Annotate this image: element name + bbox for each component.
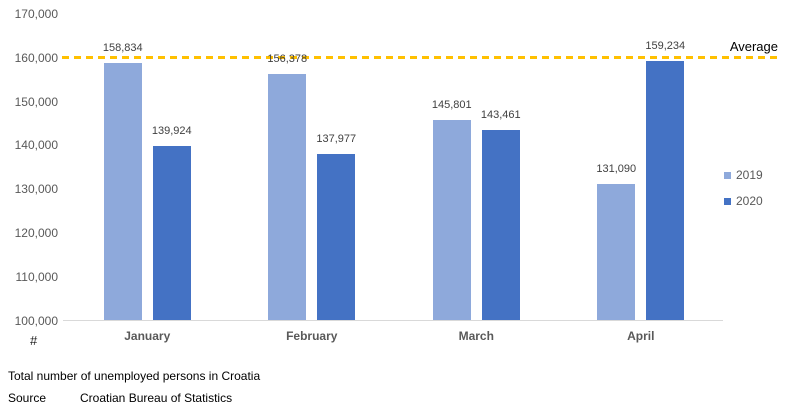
source-label: Source <box>8 391 47 405</box>
data-label-2019-february: 156,378 <box>267 52 308 65</box>
source-value: Croatian Bureau of Statistics <box>80 391 233 405</box>
source-row: Source Croatian Bureau of Statistics <box>8 391 232 405</box>
average-line <box>62 56 780 59</box>
y-axis-tick-label: 170,000 <box>14 7 58 21</box>
legend-label-2020: 2020 <box>736 194 763 208</box>
bar-2020-february <box>317 154 356 321</box>
legend-swatch-icon-2019 <box>724 171 731 179</box>
data-label-2019-january: 158,834 <box>102 41 143 54</box>
y-axis-tick-label: 140,000 <box>14 138 58 153</box>
category-label-april: April <box>627 329 655 343</box>
average-line-label: Average <box>729 39 778 54</box>
data-label-2019-march: 145,801 <box>431 98 472 111</box>
data-label-2020-january: 139,924 <box>151 124 192 137</box>
chart-caption: Total number of unemployed persons in Cr… <box>8 369 261 383</box>
y-axis-tick-label: 100,000 <box>14 313 58 328</box>
bar-2020-january <box>152 145 191 321</box>
y-axis-tick-label: 150,000 <box>14 94 58 109</box>
bar-2019-february <box>268 73 307 321</box>
category-label-march: March <box>458 329 494 343</box>
data-label-2019-april: 131,090 <box>596 163 637 176</box>
y-axis-tick-label: 110,000 <box>15 269 59 284</box>
bar-2019-january <box>103 62 142 321</box>
legend-entry-2019: 2019 <box>724 168 763 182</box>
bar-2020-march <box>481 130 520 321</box>
legend-entry-2020: 2020 <box>724 194 763 208</box>
y-axis-tick-label: 130,000 <box>14 182 58 197</box>
legend: 2019 2020 <box>724 168 763 220</box>
bar-2019-march <box>432 119 471 321</box>
data-label-2020-march: 143,461 <box>480 109 521 122</box>
bar-2020-april <box>646 61 685 321</box>
y-axis-unit-label: # <box>30 333 38 348</box>
data-label-2020-april: 159,234 <box>645 40 686 53</box>
bar-2019-april <box>597 184 636 321</box>
y-axis-tick-label: 120,000 <box>14 225 58 240</box>
y-axis-tick-label: 160,000 <box>14 50 58 65</box>
category-label-january: January <box>124 329 171 343</box>
x-axis-line <box>63 320 723 321</box>
legend-swatch-icon-2020 <box>724 197 731 205</box>
legend-label-2019: 2019 <box>736 168 763 182</box>
data-label-2020-february: 137,977 <box>316 133 357 146</box>
category-label-february: February <box>286 329 338 343</box>
